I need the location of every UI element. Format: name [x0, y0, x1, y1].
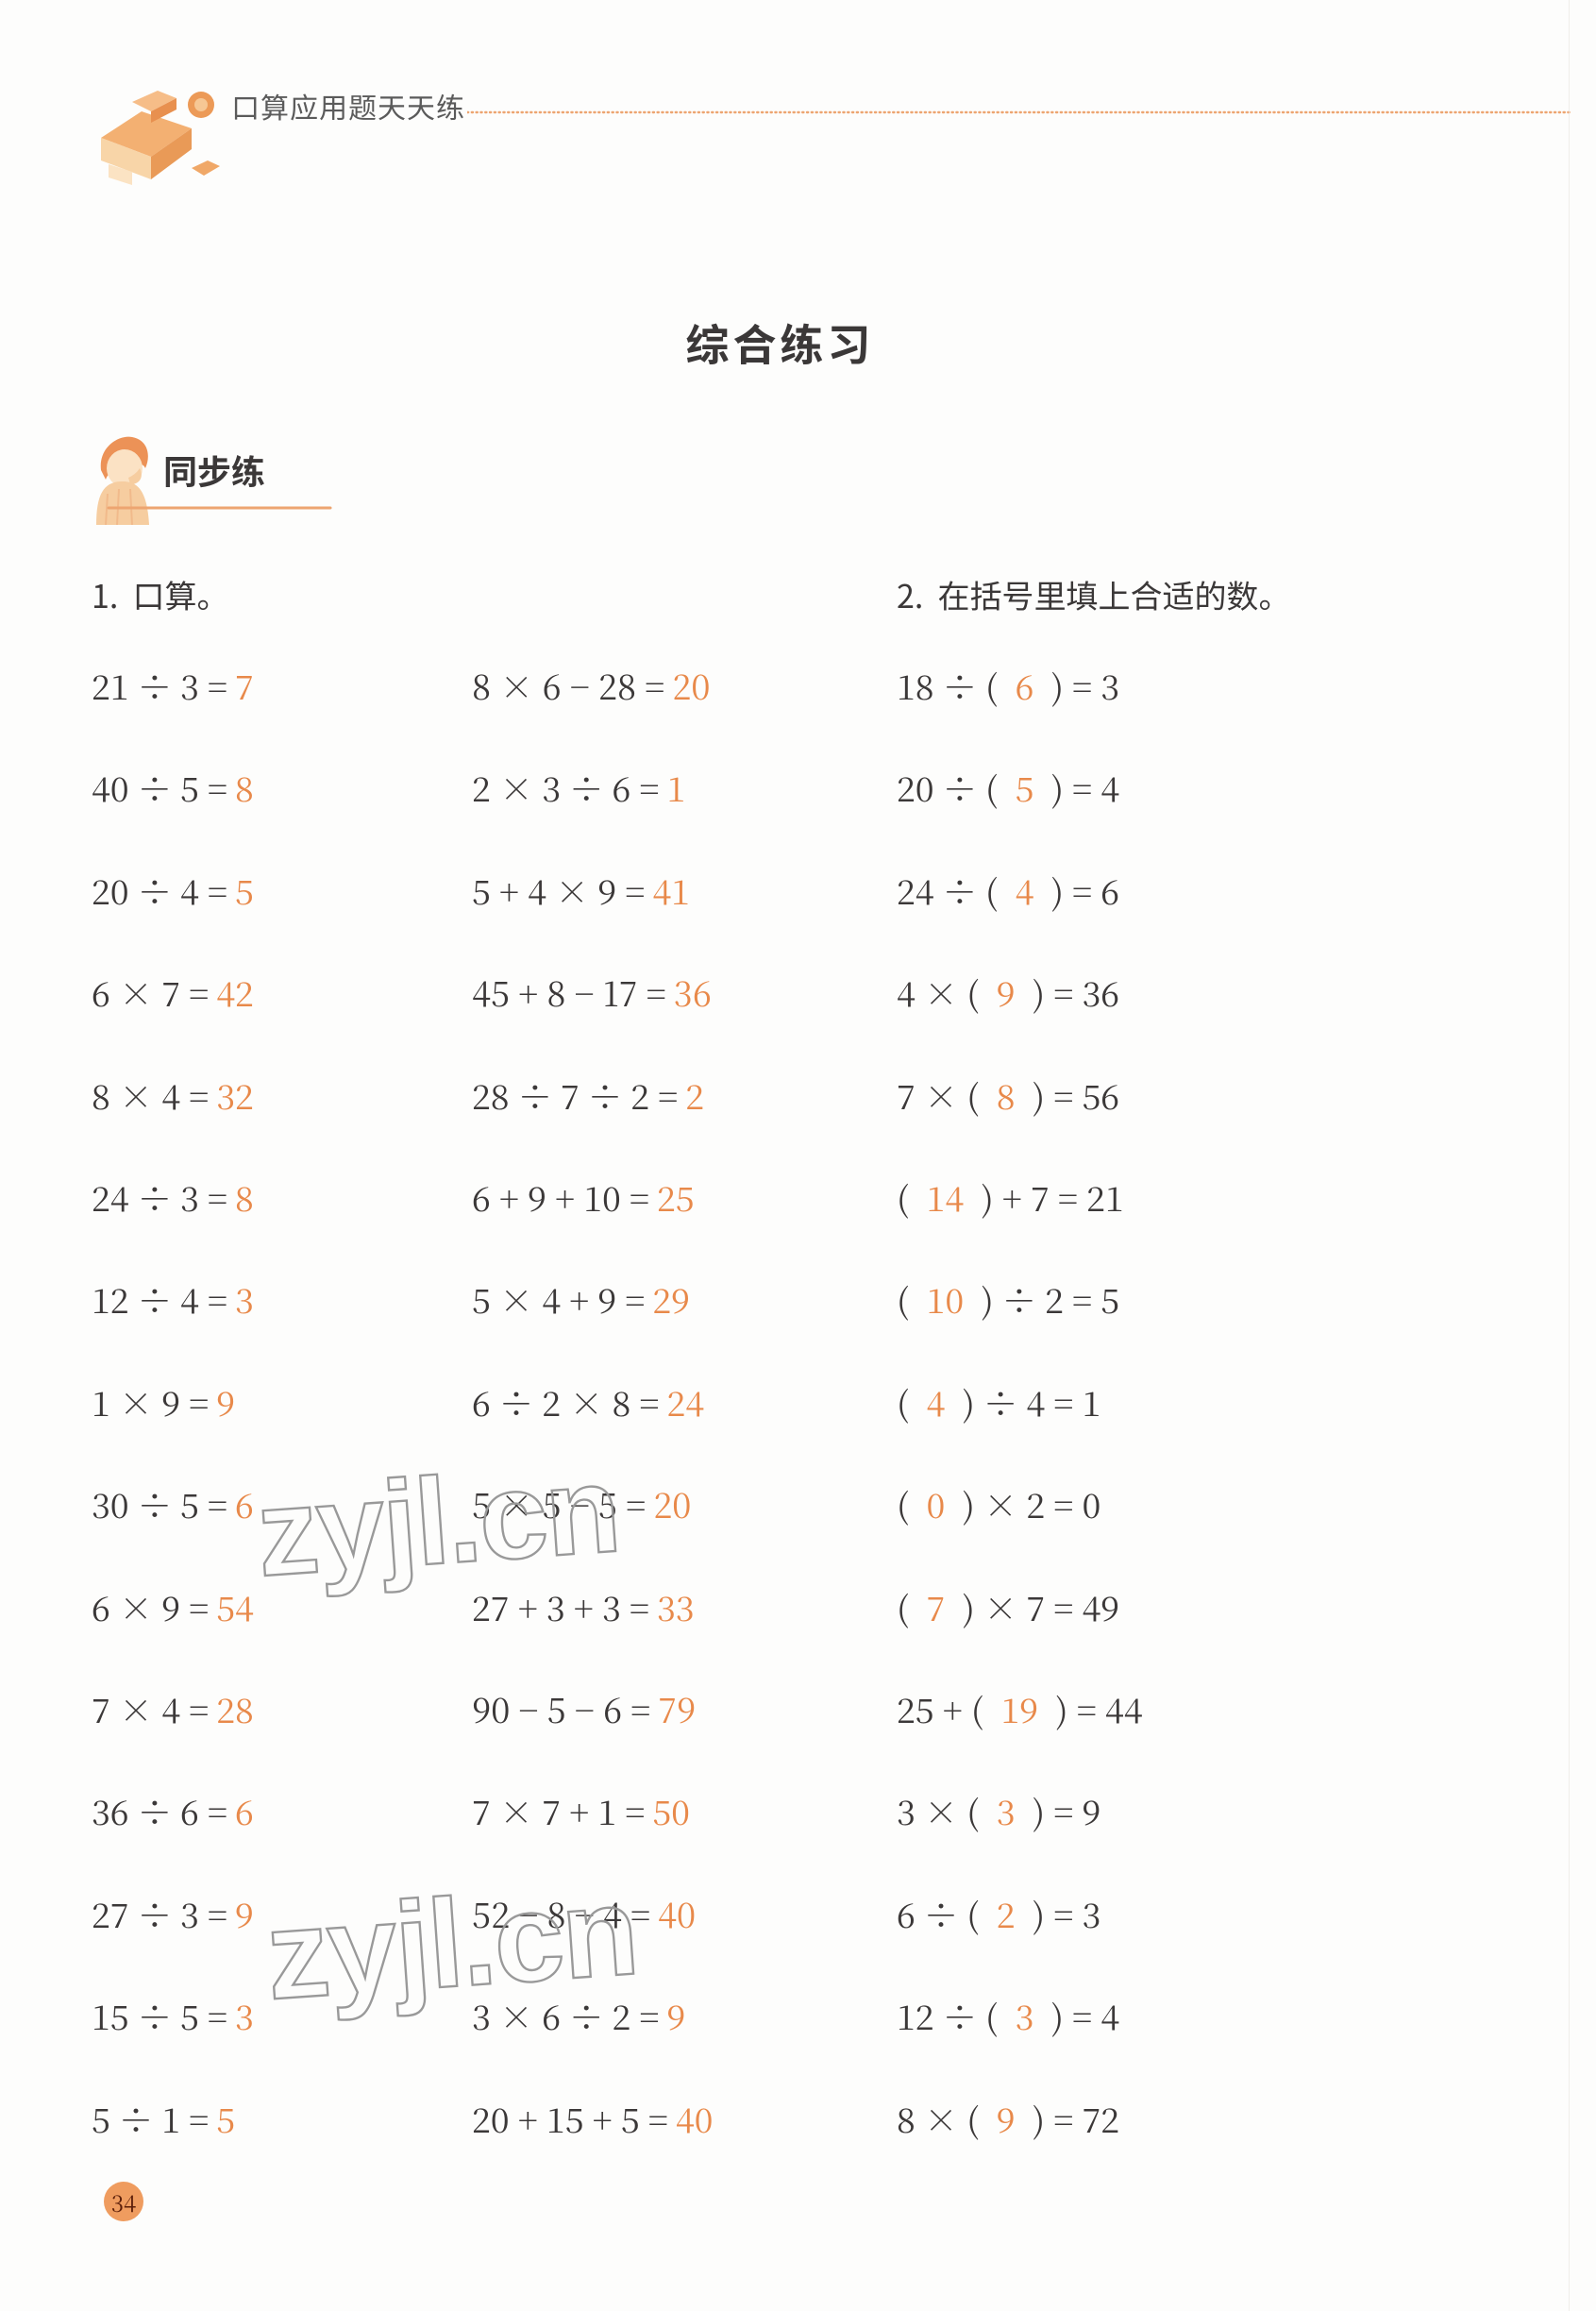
svg-text:zyjl.cn: zyjl.cn: [252, 1440, 623, 1602]
svg-text:zyjl.cn: zyjl.cn: [261, 1862, 641, 2027]
